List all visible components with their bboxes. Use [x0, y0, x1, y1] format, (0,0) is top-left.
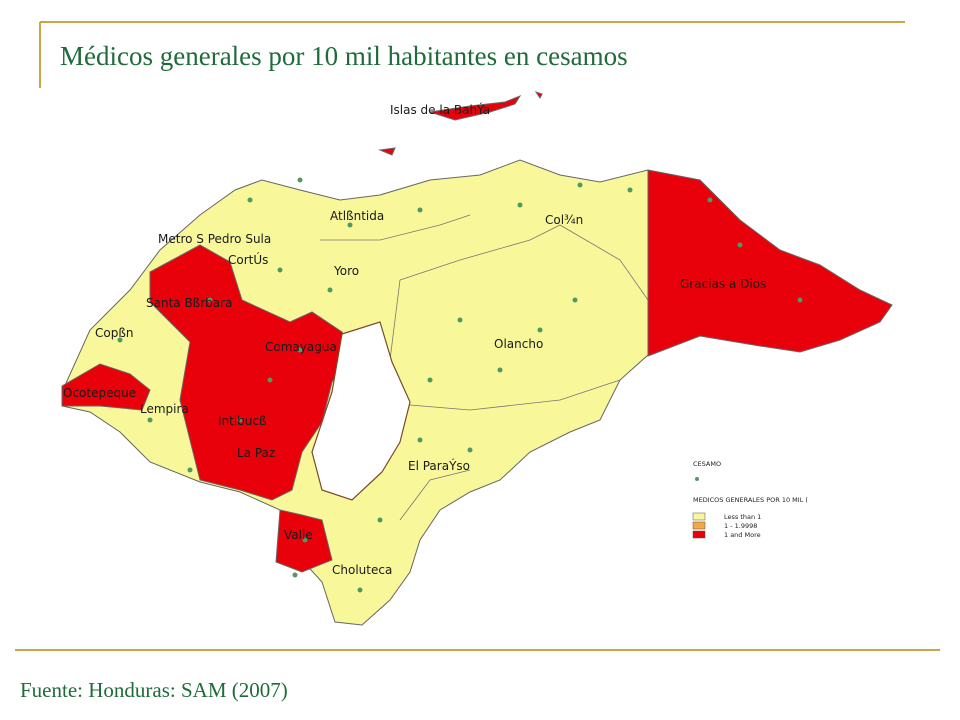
region-label: Lempira [140, 402, 189, 416]
region-high [61, 363, 151, 411]
region-label: Choluteca [332, 563, 392, 577]
region-labels: Islas de la BahÝa Atlßntida Col¾n Metro S P… [63, 102, 766, 577]
source-note: Fuente: Honduras: SAM (2007) [20, 678, 288, 702]
cesamo [457, 317, 463, 323]
cesamo [467, 447, 473, 453]
region-none [311, 321, 411, 501]
legend-title: MEDICOS GENERALES POR 10 MIL ( [693, 496, 808, 504]
cesamo [357, 587, 363, 593]
cesamo [292, 572, 298, 578]
cesamo [297, 177, 303, 183]
legend-swatch [692, 521, 706, 530]
cesamo [537, 327, 543, 333]
cesamo [327, 287, 333, 293]
cesamo [347, 222, 353, 228]
region-label: La Paz [237, 446, 275, 460]
cesamo [147, 417, 153, 423]
cesamo [207, 297, 213, 303]
region-label: Ocotepeque [63, 386, 136, 400]
cesamo [627, 187, 633, 193]
legend-label: 1 and More [724, 531, 761, 539]
legend-label: Less than 1 [724, 513, 761, 521]
cesamo [577, 182, 583, 188]
cesamo [237, 417, 243, 423]
cesamo [377, 517, 383, 523]
region-label: CortÚs [228, 252, 268, 267]
region-high [149, 244, 353, 501]
region-label: Metro S Pedro Sula [158, 232, 271, 246]
legend-label: 1 - 1.9998 [724, 522, 757, 530]
region-label: Santa Bßrbara [146, 296, 232, 310]
region-label: Intibucß [218, 414, 267, 428]
region-label: Yoro [333, 264, 359, 278]
legend-swatch [692, 530, 706, 539]
cesamo [187, 467, 193, 473]
legend-swatch [692, 512, 706, 521]
region-label: Col¾n [545, 213, 583, 227]
region-label: Atlßntida [330, 209, 384, 223]
cesamo [797, 297, 803, 303]
region-border [320, 214, 649, 521]
legend-point-symbol [695, 477, 699, 481]
islands [378, 91, 543, 156]
cesamo [117, 337, 123, 343]
cesamo [737, 242, 743, 248]
cesamo [297, 347, 303, 353]
region-label: Comayagua [265, 340, 337, 354]
cesamo [517, 202, 523, 208]
region-high [647, 169, 893, 357]
cesamo [427, 377, 433, 383]
cesamo [267, 377, 273, 383]
map: Islas de la BahÝa Atlßntida Col¾n Metro S P… [61, 91, 893, 626]
cesamo-points [117, 177, 803, 593]
cesamo [707, 197, 713, 203]
cesamo [277, 267, 283, 273]
region-label: Copßn [95, 326, 134, 340]
legend-point-title: CESAMO [693, 460, 721, 468]
region-label: Valle [284, 528, 313, 542]
slide-title: Médicos generales por 10 mil habitantes … [60, 41, 628, 71]
cesamo [247, 197, 253, 203]
region-label: El ParaÝso [408, 458, 470, 473]
region-label: Olancho [494, 337, 543, 351]
cesamo [497, 367, 503, 373]
cesamo [417, 207, 423, 213]
legend: CESAMO MEDICOS GENERALES POR 10 MIL ( Le… [692, 460, 808, 539]
region-label: Islas de la BahÝa [390, 102, 490, 117]
region-label: Gracias a Dios [680, 277, 766, 291]
cesamo [572, 297, 578, 303]
cesamo [302, 537, 308, 543]
cesamo [417, 437, 423, 443]
